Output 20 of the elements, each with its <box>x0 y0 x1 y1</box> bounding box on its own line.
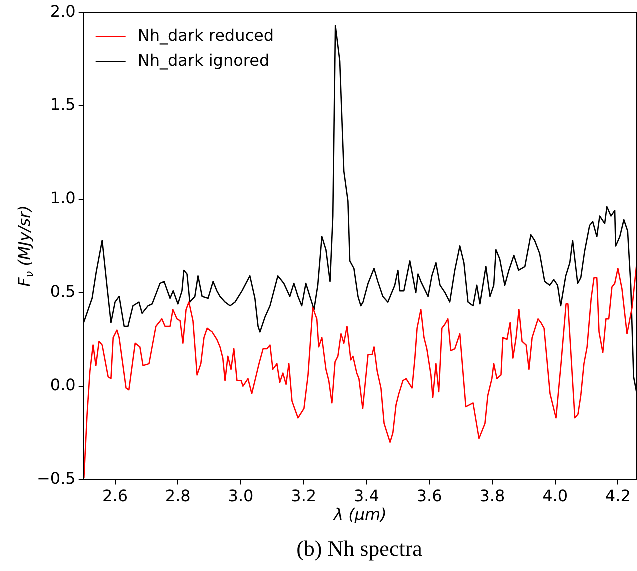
y-tick-label: 1.0 <box>50 188 76 208</box>
y-tick-label: 0.5 <box>50 282 76 302</box>
x-tick-label: 4.0 <box>542 486 568 506</box>
x-tick-label: 3.6 <box>416 486 442 506</box>
y-tick-label: 0.0 <box>50 376 76 395</box>
x-tick-label: 3.4 <box>354 486 380 506</box>
x-tick-label: 4.2 <box>605 486 631 506</box>
x-tick-label: 2.6 <box>102 486 128 506</box>
x-tick-label: 2.8 <box>165 486 191 506</box>
x-tick-label: 3.2 <box>291 486 317 506</box>
x-tick-label: 3.8 <box>480 486 506 506</box>
legend-label: Nh_dark reduced <box>138 26 274 45</box>
y-axis-title: Fν (MJy/sr) <box>15 206 37 287</box>
y-tick-label: 1.5 <box>50 95 76 114</box>
y-tick-label: 2.0 <box>50 2 76 21</box>
legend-label: Nh_dark ignored <box>138 50 270 70</box>
x-axis-title: λ (μm) <box>333 504 387 524</box>
text: (b) Nh spectra <box>296 536 424 562</box>
y-tick-label: −0.5 <box>36 468 76 488</box>
x-tick-label: 3.0 <box>228 486 254 506</box>
